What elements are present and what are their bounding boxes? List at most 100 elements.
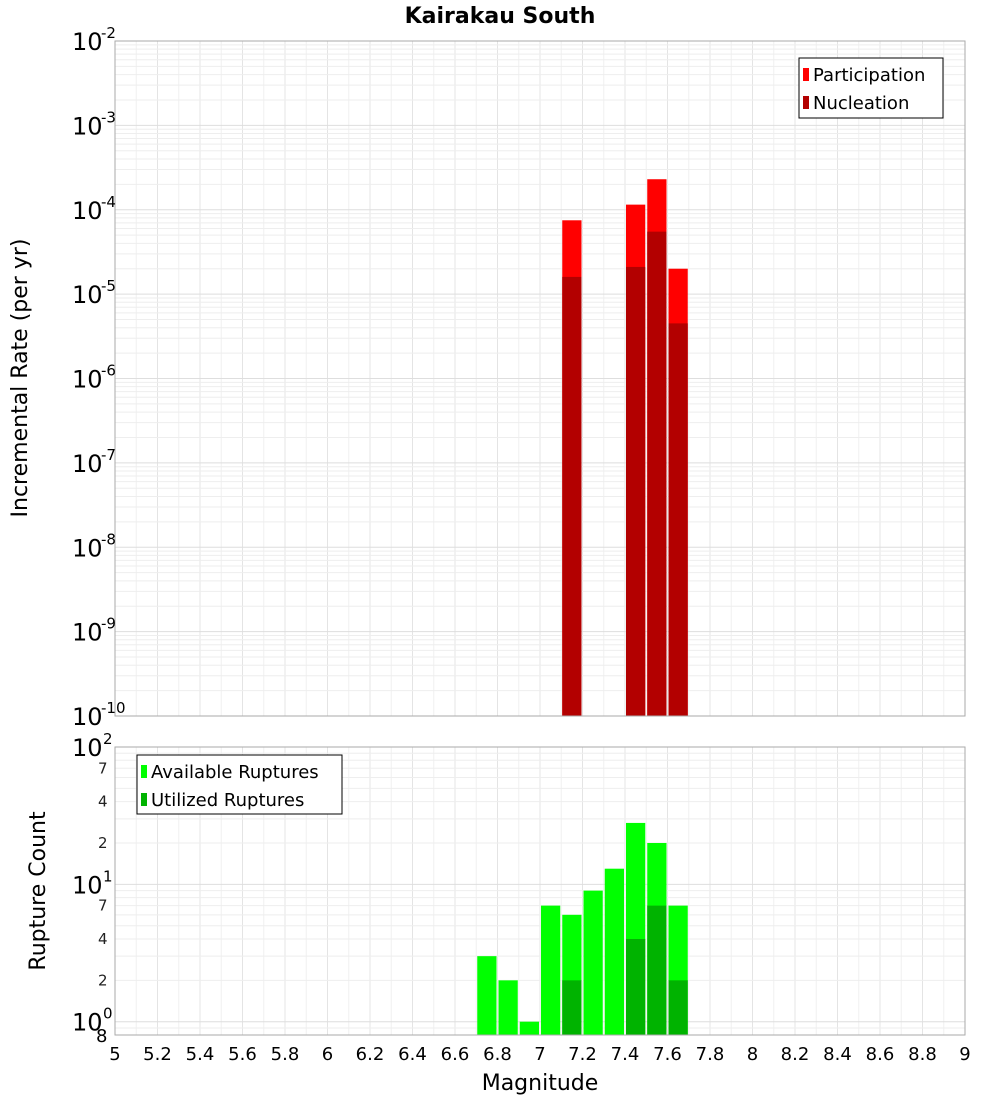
y-tick-base: 10 [72,112,103,140]
y-tick-base: 10 [72,734,103,762]
y-tick-exponent: -4 [101,193,116,211]
y-tick-exponent: -2 [101,24,116,42]
bar [541,905,561,1035]
x-tick-label: 6.4 [398,1044,427,1065]
y-minor-tick-label: 8 [96,1026,107,1047]
y-minor-tick-label: 4 [98,793,108,811]
bar [498,980,518,1035]
top-panel-frame [114,40,966,717]
legend-label: Utilized Ruptures [151,790,304,811]
legend-box [798,57,944,119]
legend-swatch [141,765,147,778]
bar [477,956,497,1035]
y-tick-label: 10-7 [72,446,116,478]
y-tick-base: 10 [72,1009,103,1037]
chart-title: Kairakau South [405,4,596,29]
y-tick-label: 10-6 [72,362,116,394]
bar [562,276,582,716]
bar [647,231,667,716]
legend-label: Participation [813,65,925,86]
bar [668,323,688,716]
series-nucleation [562,231,688,716]
x-axis-title: Magnitude [482,1071,599,1096]
legend-label: Available Ruptures [151,762,319,783]
x-tick-label: 7.4 [611,1044,640,1065]
bottom-y-axis-title: Rupture Count [26,811,51,971]
y-tick-exponent: 0 [103,1005,113,1023]
y-tick-exponent: -6 [101,362,116,380]
x-tick-label: 5.4 [186,1044,215,1065]
y-minor-tick-label: 7 [98,759,108,777]
x-tick-label: 5.8 [271,1044,300,1065]
x-tick-label: 8.8 [908,1044,937,1065]
x-tick-label: 7.8 [696,1044,725,1065]
bottom-panel-frame [114,746,966,1036]
y-tick-base: 10 [72,703,103,731]
legend: Participation Nucleation [798,57,944,119]
x-tick-label: 5.2 [143,1044,172,1065]
y-minor-tick-label: 2 [98,971,108,989]
x-tick-label: 8 [747,1044,758,1065]
y-tick-label: 10 0 [72,1005,113,1037]
x-tick-label: 9 [959,1044,970,1065]
bar [519,1021,539,1035]
y-tick-base: 10 [72,871,103,899]
legend-swatch [803,68,809,81]
x-tick-label: 7 [534,1044,545,1065]
y-tick-base: 10 [72,450,103,478]
y-tick-base: 10 [72,619,103,647]
y-tick-base: 10 [72,366,103,394]
x-tick-label: 8.2 [781,1044,810,1065]
top-panel-grid [114,40,966,717]
y-tick-label: 10-2 [72,24,116,56]
y-tick-label: 10-10 [72,699,126,731]
y-tick-label: 10-5 [72,277,116,309]
x-tick-label: 5 [109,1044,120,1065]
top-y-axis-title: Incremental Rate (per yr) [8,239,33,518]
y-tick-exponent: -5 [101,277,116,295]
x-tick-label: 7.2 [568,1044,597,1065]
bar [604,868,624,1035]
y-minor-tick-label: 7 [98,897,108,915]
legend-swatch [803,96,809,109]
y-tick-label: 10-3 [72,108,116,140]
legend-swatch [141,793,147,806]
y-tick-base: 10 [72,197,103,225]
bar [668,980,688,1035]
y-tick-exponent: -7 [101,446,116,464]
y-tick-label: 10-4 [72,193,116,225]
y-tick-exponent: -3 [101,108,116,126]
legend: Available Ruptures Utilized Ruptures [136,754,343,815]
y-minor-tick-label: 2 [98,834,108,852]
y-tick-exponent: 1 [103,867,113,885]
x-tick-label: 6.2 [356,1044,385,1065]
y-tick-label: 10-9 [72,615,116,647]
y-tick-base: 10 [72,28,103,56]
x-tick-label: 8.4 [823,1044,852,1065]
bar [626,939,646,1035]
x-tick-label: 6 [322,1044,333,1065]
y-tick-exponent: 2 [103,730,113,748]
y-tick-base: 10 [72,281,103,309]
y-tick-label: 10 1 [72,867,113,899]
bar [647,905,667,1035]
x-tick-label: 8.6 [866,1044,895,1065]
y-tick-base: 10 [72,534,103,562]
series-utilized-ruptures [562,905,688,1035]
y-tick-exponent: -9 [101,615,116,633]
bar [583,890,603,1035]
bar [626,266,646,716]
y-tick-label: 10-8 [72,530,116,562]
bar [562,980,582,1035]
x-tick-label: 6.6 [441,1044,470,1065]
y-tick-exponent: -8 [101,530,116,548]
legend-box [136,754,343,815]
x-tick-label: 6.8 [483,1044,512,1065]
x-tick-label: 7.6 [653,1044,682,1065]
x-tick-label: 5.6 [228,1044,257,1065]
y-tick-exponent: -10 [101,699,126,717]
legend-label: Nucleation [813,93,909,114]
y-tick-label: 10 2 [72,730,113,762]
y-minor-tick-label: 4 [98,930,108,948]
